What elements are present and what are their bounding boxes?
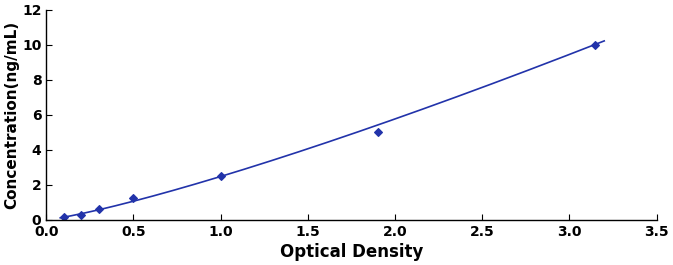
X-axis label: Optical Density: Optical Density [280,243,423,261]
Y-axis label: Concentration(ng/mL): Concentration(ng/mL) [4,21,19,209]
